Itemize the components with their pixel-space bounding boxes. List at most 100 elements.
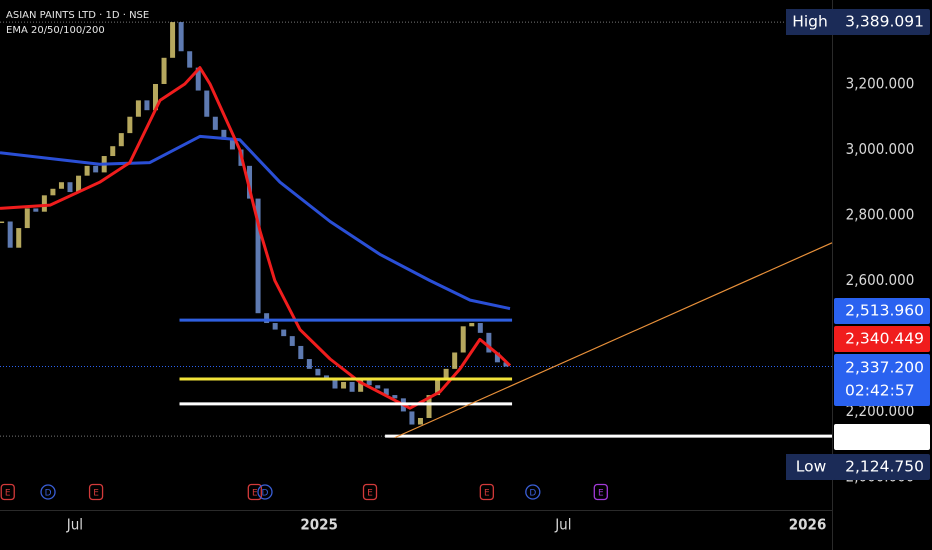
candle bbox=[289, 336, 295, 346]
candle bbox=[229, 139, 235, 150]
candle bbox=[24, 208, 30, 229]
candle bbox=[255, 198, 261, 314]
candle bbox=[170, 22, 176, 58]
candle bbox=[435, 378, 441, 396]
candle bbox=[7, 221, 13, 248]
event-marker bbox=[257, 484, 273, 500]
last-price-box bbox=[834, 354, 930, 406]
price-axis: 3,200.000 3,000.000 2,800.000 2,600.000 2,20… bbox=[786, 9, 930, 485]
candle bbox=[426, 395, 432, 418]
event-label: E bbox=[598, 489, 604, 499]
candle bbox=[161, 57, 167, 84]
indicator-label: EMA 20/50/100/200 bbox=[6, 25, 105, 36]
event-label: E bbox=[5, 489, 11, 499]
event-label: E bbox=[252, 489, 258, 499]
candle bbox=[409, 411, 415, 425]
candle bbox=[195, 67, 201, 91]
candle bbox=[135, 100, 141, 117]
candle bbox=[298, 345, 304, 360]
ema-line bbox=[0, 134, 511, 311]
candle bbox=[469, 323, 475, 327]
y-tick-label: 2,600.000 bbox=[846, 271, 915, 289]
y-tick-label: 2,200.000 bbox=[846, 402, 915, 420]
candle bbox=[383, 388, 389, 396]
candle bbox=[16, 228, 22, 248]
candle bbox=[306, 359, 312, 369]
candle bbox=[0, 221, 5, 224]
candle bbox=[110, 146, 116, 157]
candle bbox=[187, 51, 193, 68]
high-price-box bbox=[834, 9, 930, 35]
candle bbox=[349, 381, 355, 392]
event-marker bbox=[0, 483, 15, 501]
candle bbox=[503, 362, 509, 367]
chart-title: ASIAN PAINTS LTD · 1D · NSE bbox=[6, 10, 149, 21]
x-tick-label: 2025 bbox=[300, 516, 338, 534]
candle bbox=[212, 116, 218, 130]
candle bbox=[375, 385, 381, 389]
candle bbox=[152, 83, 158, 111]
candle bbox=[323, 375, 329, 379]
candle bbox=[84, 165, 90, 176]
y-tick-label: 3,000.000 bbox=[846, 140, 915, 158]
low-name: Low bbox=[796, 458, 827, 476]
high-name-box bbox=[786, 9, 836, 35]
ema-last-label-box bbox=[834, 326, 930, 352]
event-marker bbox=[247, 483, 262, 501]
candle bbox=[50, 188, 56, 196]
candle bbox=[341, 381, 347, 389]
candle bbox=[392, 395, 398, 399]
low-price: 2,124.750 bbox=[845, 458, 924, 476]
candle bbox=[41, 195, 47, 212]
event-marker bbox=[88, 483, 104, 501]
candle bbox=[33, 208, 39, 212]
candle bbox=[221, 129, 227, 140]
candle bbox=[67, 182, 73, 193]
candle bbox=[477, 323, 483, 333]
candle bbox=[247, 165, 253, 199]
candle bbox=[204, 90, 210, 117]
candle bbox=[452, 352, 458, 369]
candle bbox=[315, 368, 321, 376]
candle bbox=[486, 332, 492, 353]
high-price: 3,389.091 bbox=[845, 13, 924, 31]
ema-last-label-box bbox=[834, 298, 930, 324]
event-marker bbox=[40, 484, 56, 500]
candle bbox=[494, 352, 500, 363]
candle bbox=[366, 378, 372, 386]
event-label: D bbox=[529, 489, 536, 499]
event-label: E bbox=[367, 489, 373, 499]
trend-line bbox=[394, 242, 833, 439]
candle bbox=[460, 326, 466, 353]
level-label: 2,126.679 bbox=[845, 428, 924, 446]
candle bbox=[178, 22, 184, 52]
event-marker bbox=[479, 483, 494, 501]
event-marker bbox=[525, 484, 541, 500]
plot-area bbox=[0, 21, 833, 439]
event-label: D bbox=[262, 489, 269, 499]
candle bbox=[58, 182, 64, 189]
candle bbox=[144, 100, 150, 111]
event-marker bbox=[593, 483, 608, 501]
candle bbox=[93, 165, 99, 173]
ema-line bbox=[0, 66, 512, 410]
last-price: 2,337.200 bbox=[845, 359, 924, 377]
event-marker bbox=[362, 483, 378, 501]
ema-last-label: 2,513.960 bbox=[845, 302, 924, 320]
x-tick-label: 2026 bbox=[789, 516, 827, 534]
event-label: E bbox=[93, 489, 99, 499]
candle bbox=[417, 417, 423, 425]
y-tick-label: 3,200.000 bbox=[846, 74, 915, 92]
candle bbox=[127, 116, 133, 134]
x-tick-label: Jul bbox=[554, 516, 571, 534]
candle bbox=[272, 323, 278, 330]
candle bbox=[118, 133, 124, 147]
high-name: High bbox=[792, 13, 828, 31]
candle bbox=[443, 368, 449, 379]
x-tick-label: Jul bbox=[66, 516, 83, 534]
event-label: E bbox=[484, 489, 490, 499]
candle bbox=[281, 329, 287, 337]
low-price-box bbox=[834, 454, 930, 480]
low-name-box bbox=[786, 454, 836, 480]
